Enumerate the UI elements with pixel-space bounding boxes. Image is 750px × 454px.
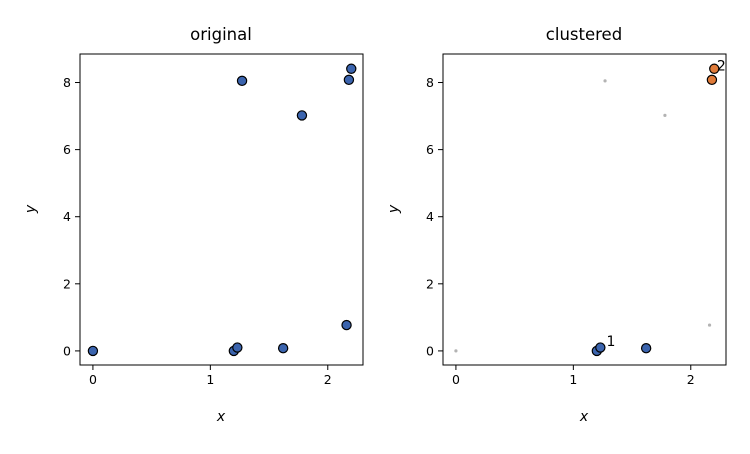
- y-tick-label: 2: [63, 276, 71, 291]
- x-tick-label: 0: [89, 372, 97, 387]
- y-tick-label: 2: [426, 276, 434, 291]
- noise-point: [603, 79, 607, 83]
- x-tick-label: 1: [569, 372, 577, 387]
- data-point: [346, 63, 357, 74]
- y-tick-label: 4: [426, 209, 434, 224]
- data-point: [236, 75, 248, 87]
- noise-point: [707, 323, 712, 327]
- y-tick-label: 8: [63, 75, 71, 90]
- chart-panel-clustered: clustered x y 0 1 2 0 2 4 6 8 1 2: [386, 25, 727, 425]
- data-point: [640, 343, 652, 354]
- data-point: [296, 110, 308, 121]
- x-tick-label: 1: [206, 372, 214, 387]
- axes-frame: [442, 53, 727, 366]
- y-tick-label: 6: [426, 142, 434, 157]
- chart-title: clustered: [546, 25, 622, 44]
- y-axis-label: y: [386, 204, 402, 214]
- data-point: [343, 74, 355, 86]
- data-point: [595, 342, 606, 353]
- y-axis-label: y: [23, 204, 39, 214]
- x-axis-label: x: [216, 409, 226, 425]
- x-tick-label: 2: [324, 372, 332, 387]
- y-tick-label: 4: [63, 209, 71, 224]
- noise-point: [663, 113, 667, 117]
- cluster-label: 2: [717, 59, 726, 75]
- data-point: [277, 343, 289, 354]
- axes-frame: [79, 53, 364, 366]
- data-point: [232, 342, 243, 353]
- x-tick-label: 2: [687, 372, 695, 387]
- noise-point: [454, 349, 458, 353]
- cluster-label: 1: [606, 334, 615, 350]
- x-tick-label: 0: [452, 372, 460, 387]
- data-point: [87, 345, 99, 357]
- y-tick-label: 0: [63, 343, 71, 358]
- plot-area: 0 1 2 0 2 4 6 8: [63, 53, 364, 387]
- data-point: [709, 63, 720, 74]
- chart-title: original: [190, 25, 252, 44]
- y-tick-label: 6: [63, 142, 71, 157]
- plot-area: 0 1 2 0 2 4 6 8 1 2: [426, 53, 727, 387]
- y-tick-label: 0: [426, 343, 434, 358]
- data-point: [706, 74, 718, 86]
- y-tick-label: 8: [426, 75, 434, 90]
- data-point: [341, 319, 352, 331]
- x-axis-label: x: [579, 409, 589, 425]
- chart-panel-original: original x y 0 1 2 0 2 4 6 8: [23, 25, 364, 425]
